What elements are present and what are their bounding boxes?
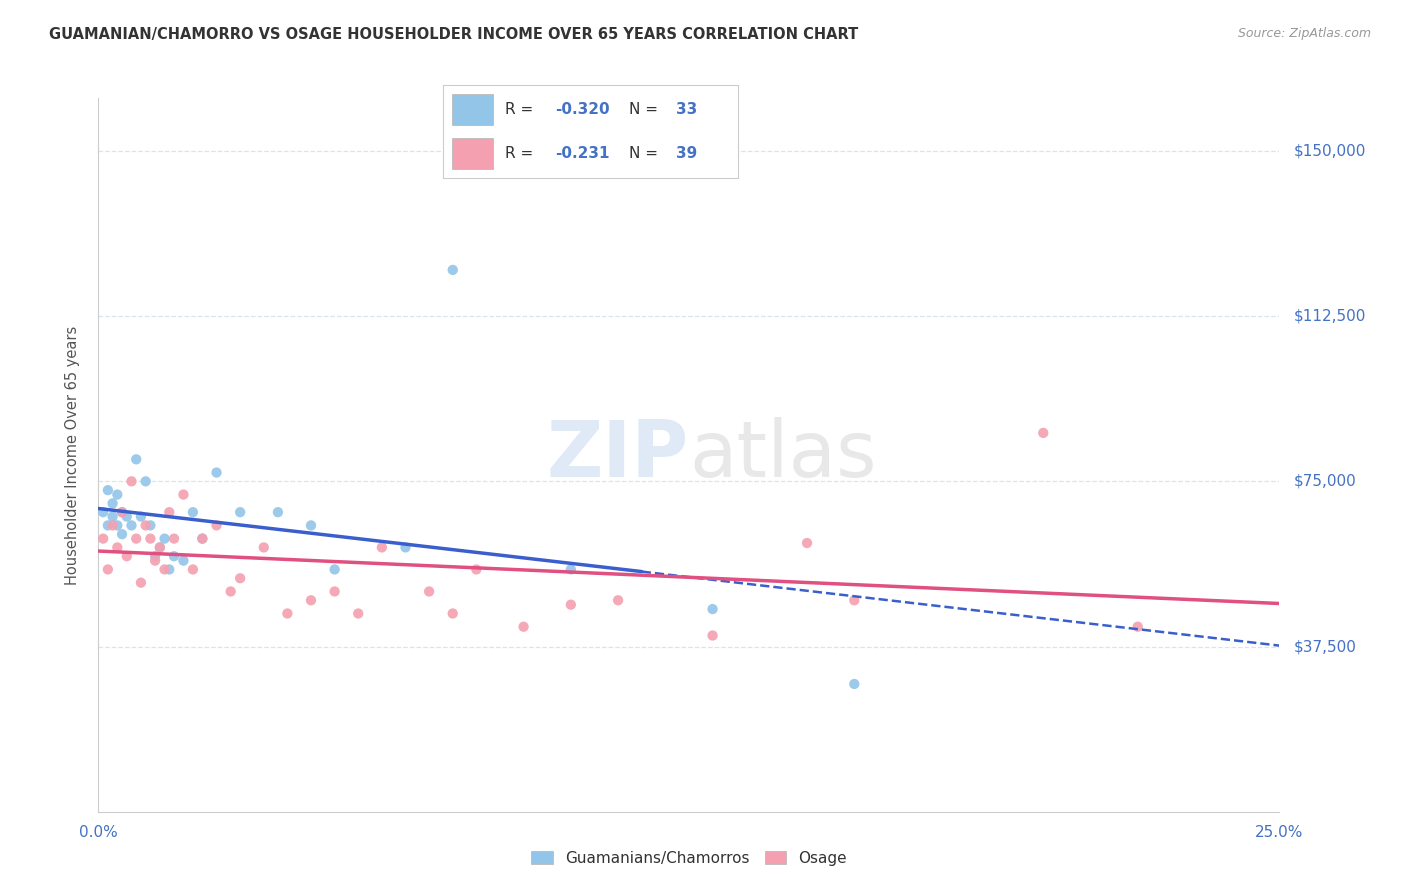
Point (323, 562, 346, 576)
Point (121, 518, 143, 533)
Point (560, 598, 582, 612)
Point (253, 541, 276, 555)
Legend: Guamanians/Chamorros, Osage: Guamanians/Chamorros, Osage (524, 845, 853, 871)
Text: atlas: atlas (689, 417, 876, 493)
Point (105, 487, 128, 501)
Point (149, 541, 172, 555)
Point (111, 505, 134, 519)
Point (143, 554, 166, 568)
Point (702, 628, 724, 642)
Point (153, 532, 176, 546)
Point (191, 532, 214, 546)
Y-axis label: Householder Income Over 65 years: Householder Income Over 65 years (65, 326, 80, 584)
Point (125, 452, 148, 467)
Point (219, 584, 242, 599)
Text: -0.320: -0.320 (555, 102, 610, 117)
Point (135, 518, 157, 533)
Point (267, 505, 290, 519)
Text: Source: ZipAtlas.com: Source: ZipAtlas.com (1237, 27, 1371, 40)
Point (441, 263, 464, 277)
Bar (451, 138, 494, 169)
Point (1126, 620, 1149, 634)
Point (111, 505, 134, 519)
Point (129, 509, 152, 524)
Point (125, 532, 148, 546)
Point (205, 518, 228, 533)
Point (465, 562, 488, 576)
Point (121, 475, 143, 489)
Point (702, 602, 724, 616)
Point (115, 549, 138, 564)
Point (607, 593, 630, 607)
Text: $75,000: $75,000 (1294, 474, 1357, 489)
Point (97, 483, 120, 498)
Point (299, 518, 322, 533)
Point (172, 487, 194, 501)
Point (1032, 425, 1054, 440)
Point (229, 571, 252, 585)
Point (105, 518, 128, 533)
Point (101, 496, 124, 510)
Text: $37,500: $37,500 (1294, 639, 1357, 654)
Point (299, 593, 322, 607)
Point (276, 607, 298, 621)
Text: $112,500: $112,500 (1294, 309, 1367, 324)
Point (91, 532, 114, 546)
Point (229, 505, 252, 519)
Point (323, 584, 346, 599)
Point (153, 562, 176, 576)
Point (149, 541, 172, 555)
Point (157, 562, 180, 576)
Point (191, 532, 214, 546)
Point (101, 518, 124, 533)
Point (135, 475, 157, 489)
Text: $150,000: $150,000 (1294, 144, 1367, 159)
Point (844, 593, 866, 607)
Point (796, 536, 818, 550)
Point (418, 584, 440, 599)
Point (97, 518, 120, 533)
Point (181, 562, 204, 576)
Point (371, 541, 394, 555)
Point (441, 607, 464, 621)
Point (157, 505, 180, 519)
Point (347, 607, 370, 621)
Point (139, 518, 162, 533)
Point (512, 620, 534, 634)
Text: GUAMANIAN/CHAMORRO VS OSAGE HOUSEHOLDER INCOME OVER 65 YEARS CORRELATION CHART: GUAMANIAN/CHAMORRO VS OSAGE HOUSEHOLDER … (49, 27, 859, 42)
Text: 39: 39 (676, 146, 697, 161)
Point (163, 532, 186, 546)
Point (105, 541, 128, 555)
Text: 33: 33 (676, 102, 697, 117)
Point (394, 541, 416, 555)
Bar (451, 95, 494, 125)
Text: N =: N = (628, 146, 662, 161)
Point (172, 554, 194, 568)
Point (205, 466, 228, 480)
Text: ZIP: ZIP (547, 417, 689, 493)
Point (129, 575, 152, 590)
Point (91, 505, 114, 519)
Point (560, 562, 582, 576)
Point (115, 509, 138, 524)
Point (181, 505, 204, 519)
Point (101, 509, 124, 524)
Point (844, 677, 866, 691)
Text: N =: N = (628, 102, 662, 117)
Point (163, 549, 186, 564)
Text: R =: R = (505, 146, 538, 161)
Point (111, 527, 134, 541)
Point (143, 549, 166, 564)
Text: -0.231: -0.231 (555, 146, 610, 161)
Point (97, 562, 120, 576)
Text: R =: R = (505, 102, 538, 117)
Point (139, 532, 162, 546)
